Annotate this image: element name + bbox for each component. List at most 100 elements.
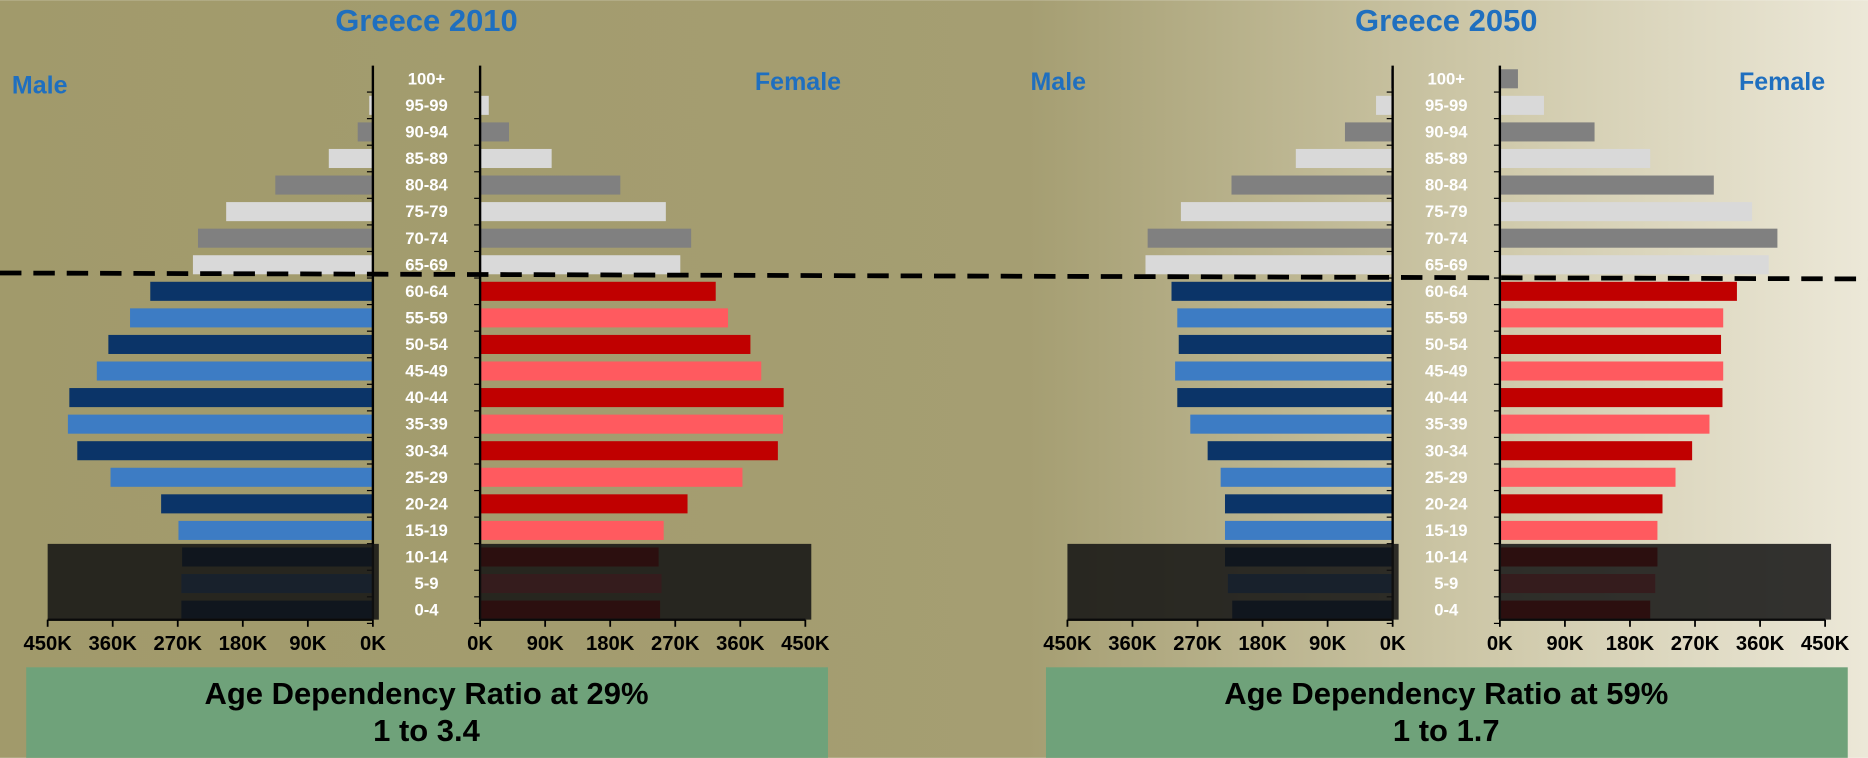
x-tick-label: 270K xyxy=(154,633,203,655)
x-tick-label: 180K xyxy=(1606,633,1655,655)
bar xyxy=(69,388,373,408)
category-label: 90-94 xyxy=(405,123,448,142)
bar xyxy=(1224,520,1393,540)
bar xyxy=(1499,95,1544,115)
x-tick-label: 90K xyxy=(527,633,565,655)
category-label: 50-54 xyxy=(1425,335,1468,354)
bar xyxy=(480,122,510,142)
bar xyxy=(1295,148,1393,169)
x-tick-label: 360K xyxy=(88,633,137,655)
bar xyxy=(480,414,783,434)
category-label: 45-49 xyxy=(1425,362,1468,381)
bar xyxy=(1499,441,1693,461)
x-tick-label: 0K xyxy=(1380,633,1406,655)
category-label: 60-64 xyxy=(1425,282,1468,301)
bar xyxy=(328,148,373,169)
bar xyxy=(480,334,751,354)
category-label: 95-99 xyxy=(1425,96,1468,115)
annotation: Age Dependency Ratio at 29% xyxy=(204,676,648,711)
category-label: 35-39 xyxy=(1425,415,1468,434)
category-label: 5-9 xyxy=(414,574,438,593)
category-label: 100+ xyxy=(1428,69,1466,88)
bar xyxy=(178,520,373,540)
category-label: 70-74 xyxy=(405,229,448,248)
bar xyxy=(108,334,373,354)
category-label: 10-14 xyxy=(1425,548,1468,567)
legend-label: Male xyxy=(12,72,68,100)
bar xyxy=(480,467,743,487)
annotation: 1 to 1.7 xyxy=(1393,713,1500,748)
bar xyxy=(77,441,373,461)
category-label: 25-29 xyxy=(405,468,448,487)
bar xyxy=(1499,334,1722,354)
legend-label: Male xyxy=(1030,68,1086,96)
x-tick-label: 360K xyxy=(716,633,765,655)
bar xyxy=(161,494,373,514)
x-tick-label: 90K xyxy=(289,633,327,655)
bar xyxy=(1147,228,1393,248)
category-label: 20-24 xyxy=(1425,494,1468,513)
category-label: 70-74 xyxy=(1425,229,1468,248)
bar xyxy=(1499,175,1714,195)
x-tick-label: 180K xyxy=(1238,633,1287,655)
category-label: 80-84 xyxy=(1425,176,1468,195)
x-tick-label: 360K xyxy=(1736,633,1785,655)
category-label: 90-94 xyxy=(1425,123,1468,142)
bar xyxy=(1499,148,1651,169)
bar xyxy=(480,441,778,461)
x-tick-label: 270K xyxy=(651,633,700,655)
bar xyxy=(1499,281,1737,301)
x-tick-label: 0K xyxy=(360,633,386,655)
bar xyxy=(1499,467,1676,487)
category-label: 55-59 xyxy=(405,308,448,327)
bar xyxy=(1499,520,1658,540)
bar xyxy=(1499,494,1663,514)
x-tick-label: 180K xyxy=(586,633,635,655)
x-tick-label: 270K xyxy=(1671,633,1720,655)
x-tick-label: 90K xyxy=(1309,633,1347,655)
note-box xyxy=(26,667,828,758)
bar xyxy=(1175,361,1393,381)
bar xyxy=(96,361,373,381)
bar xyxy=(1344,122,1393,142)
category-label: 30-34 xyxy=(1425,441,1468,460)
bar xyxy=(1499,414,1710,434)
legend-label: Female xyxy=(755,68,841,96)
category-label: 55-59 xyxy=(1425,308,1468,327)
bar xyxy=(357,122,373,142)
chart-title: Greece 2050 xyxy=(1355,3,1538,38)
x-tick-label: 450K xyxy=(1043,633,1092,655)
x-tick-label: 0K xyxy=(467,633,493,655)
category-label: 15-19 xyxy=(405,521,448,540)
x-tick-label: 90K xyxy=(1546,633,1584,655)
category-label: 35-39 xyxy=(405,415,448,434)
x-tick-label: 450K xyxy=(781,633,830,655)
category-label: 40-44 xyxy=(1425,388,1468,407)
bar xyxy=(1499,361,1724,381)
youth-shade xyxy=(480,543,812,620)
bar xyxy=(1499,202,1753,222)
bar xyxy=(480,308,729,328)
category-label: 15-19 xyxy=(1425,521,1468,540)
bar xyxy=(1376,95,1393,115)
category-label: 80-84 xyxy=(405,176,448,195)
category-label: 10-14 xyxy=(405,548,448,567)
category-label: 5-9 xyxy=(1434,574,1458,593)
bar xyxy=(1224,494,1393,514)
bar xyxy=(1231,175,1393,195)
category-label: 95-99 xyxy=(405,96,448,115)
note-box xyxy=(1045,667,1848,758)
category-label: 40-44 xyxy=(405,388,448,407)
bar xyxy=(480,281,716,301)
x-tick-label: 360K xyxy=(1108,633,1157,655)
bar xyxy=(480,202,666,222)
category-label: 85-89 xyxy=(1425,149,1468,168)
annotation: Age Dependency Ratio at 59% xyxy=(1224,676,1668,711)
category-label: 85-89 xyxy=(405,149,448,168)
bar xyxy=(480,494,688,514)
bar xyxy=(150,281,373,301)
category-label: 25-29 xyxy=(1425,468,1468,487)
bar xyxy=(1190,414,1393,434)
category-label: 60-64 xyxy=(405,282,448,301)
